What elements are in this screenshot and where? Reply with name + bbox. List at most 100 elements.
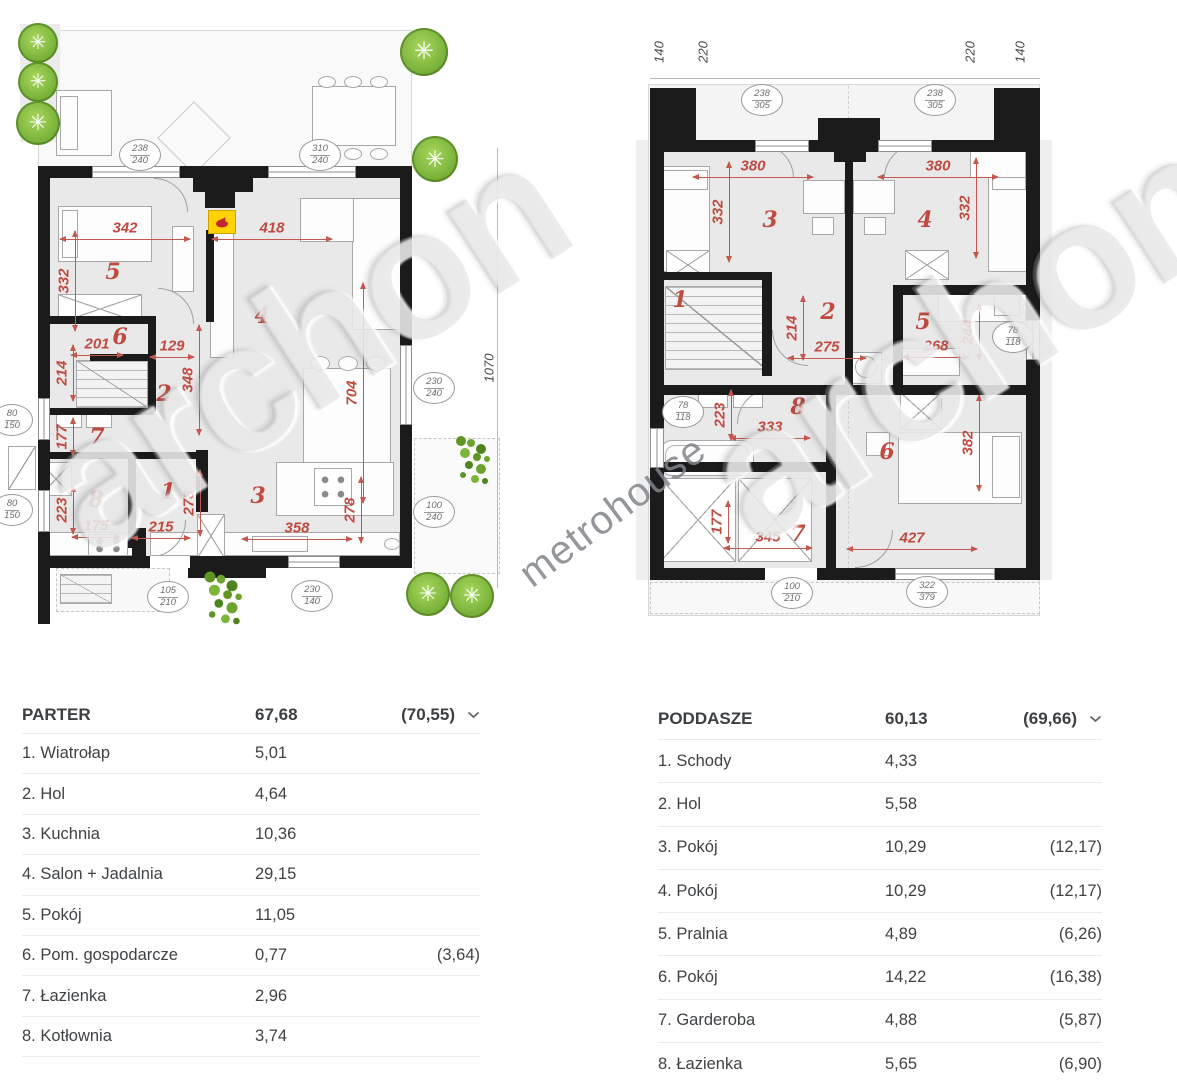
window-size-marker: 80 150 — [0, 404, 33, 436]
plan-zone — [650, 582, 1040, 614]
dimension-label: 332 — [956, 195, 974, 221]
dimension-line — [729, 435, 811, 441]
floor-total-area-gross: (70,55) — [401, 705, 455, 724]
wall-segment — [188, 568, 266, 578]
dimension-label: 333 — [757, 418, 783, 436]
dimension-label: 380 — [925, 157, 951, 175]
furniture-circ — [370, 76, 388, 88]
room-area: 10,29 — [885, 881, 927, 900]
marker-width: 78 — [675, 399, 691, 413]
marker-width: 230 — [424, 375, 444, 389]
overall-dimension-label: 140 — [1012, 41, 1028, 63]
window-size-marker: 322 379 — [906, 576, 948, 608]
furniture-circ — [318, 76, 336, 88]
dimension-label: 332 — [55, 268, 73, 294]
furniture-rect — [312, 86, 396, 146]
marker-height: 240 — [426, 511, 442, 523]
dimension-label: 348 — [179, 367, 197, 393]
window-size-marker: 238 305 — [914, 84, 956, 116]
window-size-marker: 230 140 — [291, 580, 333, 612]
wall-segment — [128, 452, 204, 459]
overall-dimension-label: 220 — [962, 41, 978, 63]
furniture-rect — [60, 96, 78, 150]
room-number: 3 — [762, 207, 778, 233]
furniture-circ — [310, 356, 330, 371]
room-row: 5. Pralnia 4,89 (6,26) — [658, 912, 1102, 955]
window-size-marker: 78 118 — [992, 321, 1034, 353]
room-area: 5,01 — [255, 744, 288, 763]
guide-line — [497, 148, 498, 588]
wall-segment — [893, 285, 903, 393]
door-opening — [150, 556, 190, 568]
furniture-xbox — [738, 478, 812, 562]
dimension-label: 223 — [711, 402, 729, 428]
window-size-marker: 80 150 — [0, 494, 33, 526]
window-size-marker: 230 240 — [413, 372, 455, 404]
marker-height: 305 — [927, 99, 943, 111]
chevron-down-icon[interactable] — [1077, 715, 1102, 723]
tree-icon: ✳ — [18, 62, 58, 102]
dimension-label: 175 — [83, 517, 109, 535]
dimension-line — [846, 546, 978, 552]
window-size-marker: 100 240 — [413, 496, 455, 528]
wall-segment — [148, 316, 156, 412]
room-row: 6. Pom. gospodarcze 0,77 (3,64) — [22, 934, 480, 975]
dimension-label: 275 — [814, 338, 840, 356]
marker-width: 100 — [782, 580, 802, 594]
wall-segment — [38, 408, 154, 415]
window-size-marker: 310 240 — [299, 139, 341, 171]
room-row: 7. Łazienka 2,96 — [22, 975, 480, 1015]
room-area: 4,64 — [255, 784, 288, 803]
table-header: PARTER 67,68 (70,55) — [22, 697, 480, 733]
room-row: 7. Garderoba 4,88 (5,87) — [658, 998, 1102, 1042]
furniture-rect — [994, 294, 1020, 316]
window-size-marker: 78 118 — [662, 396, 704, 428]
overall-dimension-label: 140 — [651, 41, 667, 63]
marker-height: 140 — [304, 595, 320, 607]
room-name: 1. Wiatrołap — [22, 744, 111, 763]
room-area-gross: (6,90) — [1058, 1054, 1102, 1073]
furniture-rect — [902, 348, 960, 376]
dimension-line — [70, 485, 76, 535]
room-area: 4,33 — [885, 751, 918, 770]
door-opening — [765, 568, 817, 580]
marker-height: 210 — [160, 596, 176, 608]
table-header: PODDASZE 60,13 (69,66) — [658, 699, 1102, 739]
dimension-label: 427 — [899, 529, 925, 547]
room-row: 2. Hol 4,64 — [22, 773, 480, 813]
furniture-rect — [300, 198, 354, 242]
wall-segment — [650, 272, 772, 280]
tree-foliage: ✳ — [425, 145, 445, 172]
overall-dimension-label: 220 — [695, 41, 711, 63]
guide-line — [650, 78, 1040, 79]
tree-icon: ✳ — [406, 572, 450, 616]
room-name: 8. Łazienka — [658, 1054, 743, 1073]
room-row: 1. Wiatrołap 5,01 — [22, 733, 480, 773]
room-number: 8 — [790, 394, 806, 420]
room-number: 8 — [88, 487, 104, 513]
room-number: 1 — [672, 287, 688, 313]
room-row: 1. Schody 4,33 — [658, 739, 1102, 782]
room-row: 2. Hol 5,58 — [658, 782, 1102, 825]
dimension-line — [976, 394, 982, 492]
dimension-label: 358 — [284, 519, 310, 537]
window — [895, 568, 995, 580]
furniture-dbox — [8, 446, 36, 490]
room-number: 7 — [89, 424, 105, 450]
chevron-down-icon[interactable] — [455, 711, 480, 719]
wall-segment — [834, 140, 866, 162]
room-area: 29,15 — [255, 865, 297, 884]
marker-height: 305 — [754, 99, 770, 111]
room-name: 6. Pom. gospodarcze — [22, 946, 178, 965]
tree-foliage: ✳ — [413, 38, 435, 65]
dimension-line — [211, 236, 333, 242]
room-number: 4 — [917, 207, 933, 233]
dimension-label: 268 — [923, 337, 949, 355]
marker-height: 118 — [675, 411, 691, 423]
dimension-label: 177 — [708, 509, 726, 535]
dimension-line — [902, 354, 970, 360]
room-number: 3 — [250, 483, 266, 509]
marker-height: 150 — [4, 419, 20, 431]
dimension-line — [131, 535, 191, 541]
